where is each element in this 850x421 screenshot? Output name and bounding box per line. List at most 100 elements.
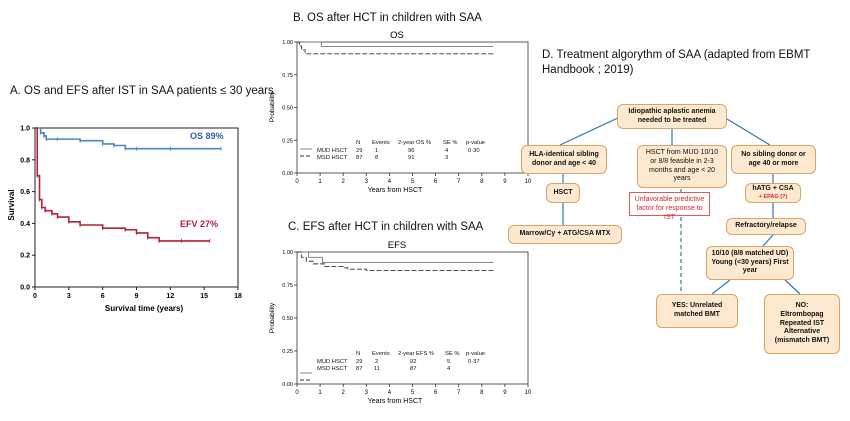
panel-a-efs-label: EFV 27%	[180, 219, 218, 229]
panel_b-xtick-label: 8	[480, 179, 484, 185]
c-r0-p: 0·37	[468, 359, 480, 365]
c-th-n: N	[356, 351, 361, 357]
b-r0-name: MUD HSCT	[317, 148, 348, 154]
no-line-5: (mismatch BMT)	[774, 337, 830, 345]
panel_c-xtick-label: 7	[457, 390, 461, 396]
panel-a-xtick-label: 0	[33, 293, 37, 300]
panel_c-ytick-label: 0.50	[282, 316, 293, 322]
panel_b-ytick-label: 0.00	[282, 171, 293, 177]
panel-d-title-line1: D. Treatment algorythm of SAA (adapted f…	[542, 49, 811, 61]
c-r0-pct: 92	[410, 359, 417, 365]
flowchart-connectors	[559, 115, 801, 295]
c-th-p: p-value	[466, 351, 486, 357]
table-row: MUD HSCT 29 1 96 4 0·30	[300, 148, 540, 155]
b-r1-n: 87	[356, 155, 363, 161]
panel_b-xtick-label: 4	[388, 179, 392, 185]
panel_b-xtick-label: 2	[342, 179, 346, 185]
panel-c-ylabel: Probability	[269, 302, 276, 333]
panel_b-xtick-label: 1	[318, 179, 322, 185]
panel_c-ytick-label: 0.25	[282, 349, 293, 355]
panel-c-plot-title: EFS	[388, 240, 406, 251]
c-r0-se: 5	[447, 359, 451, 365]
table-row: MUD HSCT 29 2 92 5 0·37	[300, 359, 540, 366]
b-r1-se: 3	[445, 155, 449, 161]
connector-young-yes	[711, 279, 731, 295]
hatg-label: hATG + CSA	[752, 185, 794, 193]
c-r1-name: MSD HSCT	[317, 366, 348, 372]
panel-b-ylabel: Probability	[269, 91, 276, 122]
b-r0-pct: 96	[408, 148, 415, 154]
panel-a-ytick-label: 0.6	[20, 189, 30, 196]
no-line-3: Repeated IST	[779, 319, 825, 327]
box-no-sibling-donor: No sibling donor or age 40 or more	[731, 145, 816, 174]
b-th-p: p-value	[466, 140, 486, 146]
epag-label: + EPAG (?)	[758, 193, 788, 200]
panel_b-xtick-label: 9	[503, 179, 507, 185]
b-th-n: N	[356, 140, 361, 146]
b-r1-events: 8	[375, 155, 379, 161]
panel-a-xtick-label: 18	[234, 293, 242, 300]
panel_b-xtick-label: 10	[525, 179, 532, 185]
panel-b-chart: OS Probability Years from HSCT 0.00 0.25 0…	[269, 30, 532, 194]
connector-refractory-young	[762, 234, 774, 247]
panel_c-xtick-label: 3	[365, 390, 369, 396]
panel_c-xtick-label: 1	[318, 390, 322, 396]
box-unfavorable-factor: Unfavorable predictive factor for respon…	[629, 192, 710, 221]
panel-a-ytick-label: 0.0	[20, 285, 30, 292]
box-yes-unrelated-bmt: YES: Unrelated matched BMT	[656, 294, 738, 328]
c-r1-events: 11	[374, 366, 381, 372]
c-th-pct: 2-year EFS %	[398, 351, 435, 357]
connector-young-no	[784, 279, 801, 295]
panel-d-title-line2: Handbook ; 2019)	[542, 64, 634, 76]
no-line-1: NO:	[795, 302, 809, 310]
c-r1-se: 4	[447, 366, 451, 372]
panel-a-xlabel: Survival time (years)	[105, 304, 184, 313]
c-r1-pct: 87	[410, 366, 417, 372]
no-line-4: Alternative	[783, 328, 821, 336]
panel_c-xtick-label: 6	[434, 390, 438, 396]
panel_b-ytick-label: 0.25	[282, 138, 293, 144]
b-r1-pct: 91	[408, 155, 415, 161]
panel_b-xtick-label: 3	[365, 179, 369, 185]
panel_c-ytick-label: 1.00	[282, 250, 293, 256]
panel_c-xtick-label: 4	[388, 390, 392, 396]
c-r0-n: 29	[356, 359, 363, 365]
connector-root-left	[559, 115, 623, 146]
box-hsct: HSCT	[546, 183, 580, 203]
box-refractory-relapse: Refractory/relapse	[726, 218, 806, 235]
panel_b-xtick-label: 0	[295, 179, 299, 185]
table-row: MSD HSCT 87 11 87 4	[300, 366, 540, 373]
box-hatg-csa: hATG + CSA + EPAG (?)	[745, 183, 801, 203]
b-r0-p: 0·30	[468, 148, 480, 154]
box-idiopathic-aplastic-anemia: Idiopathic aplastic anemia needed to be …	[617, 104, 727, 129]
box-no-alternatives: NO: Eltrombopag Repeated IST Alternative…	[764, 294, 840, 354]
panel-c-xlabel: Years from HSCT	[368, 398, 423, 405]
b-th-events: Events	[372, 140, 390, 146]
panel-c-title: C. EFS after HCT in children with SAA	[288, 221, 484, 233]
box-hla-sibling-donor: HLA-identical sibling donor and age < 40	[521, 145, 607, 174]
panel_b-ytick-label: 0.75	[282, 73, 293, 79]
panel-a-xtick-label: 15	[200, 293, 208, 300]
b-r0-events: 1	[375, 148, 379, 154]
b-th-se: SE %	[443, 140, 458, 146]
c-th-se: SE %	[445, 351, 460, 357]
panel-a-ytick-label: 0.8	[20, 157, 30, 164]
panel-c-chart: EFS Probability Years from HSCT 0.00 0.25…	[269, 240, 532, 405]
panel-a-xtick-label: 3	[67, 293, 71, 300]
connector-root-right	[721, 115, 771, 146]
table-row: MSD HSCT 87 8 91 3	[300, 155, 540, 162]
panel-a-xtick-label: 12	[166, 293, 174, 300]
panel_b-xtick-label: 5	[411, 179, 415, 185]
panel_c-mud-line	[297, 251, 494, 264]
panel-a-ylabel: Survival	[7, 189, 16, 220]
b-r0-n: 29	[356, 148, 363, 154]
panel-a-xtick-label: 6	[101, 293, 105, 300]
panel-b-title: B. OS after HCT in children with SAA	[293, 12, 482, 24]
panel_c-xtick-label: 5	[411, 390, 415, 396]
box-young-first-year: 10/10 (8/8 matched UD) Young (<30 years)…	[706, 246, 794, 280]
panel_b-xtick-label: 6	[434, 179, 438, 185]
panel_b-xtick-label: 7	[457, 179, 461, 185]
b-r1-name: MSD HSCT	[317, 155, 348, 161]
panel-a-chart: Survival Survival time (years) OS 89% EF…	[7, 126, 242, 314]
